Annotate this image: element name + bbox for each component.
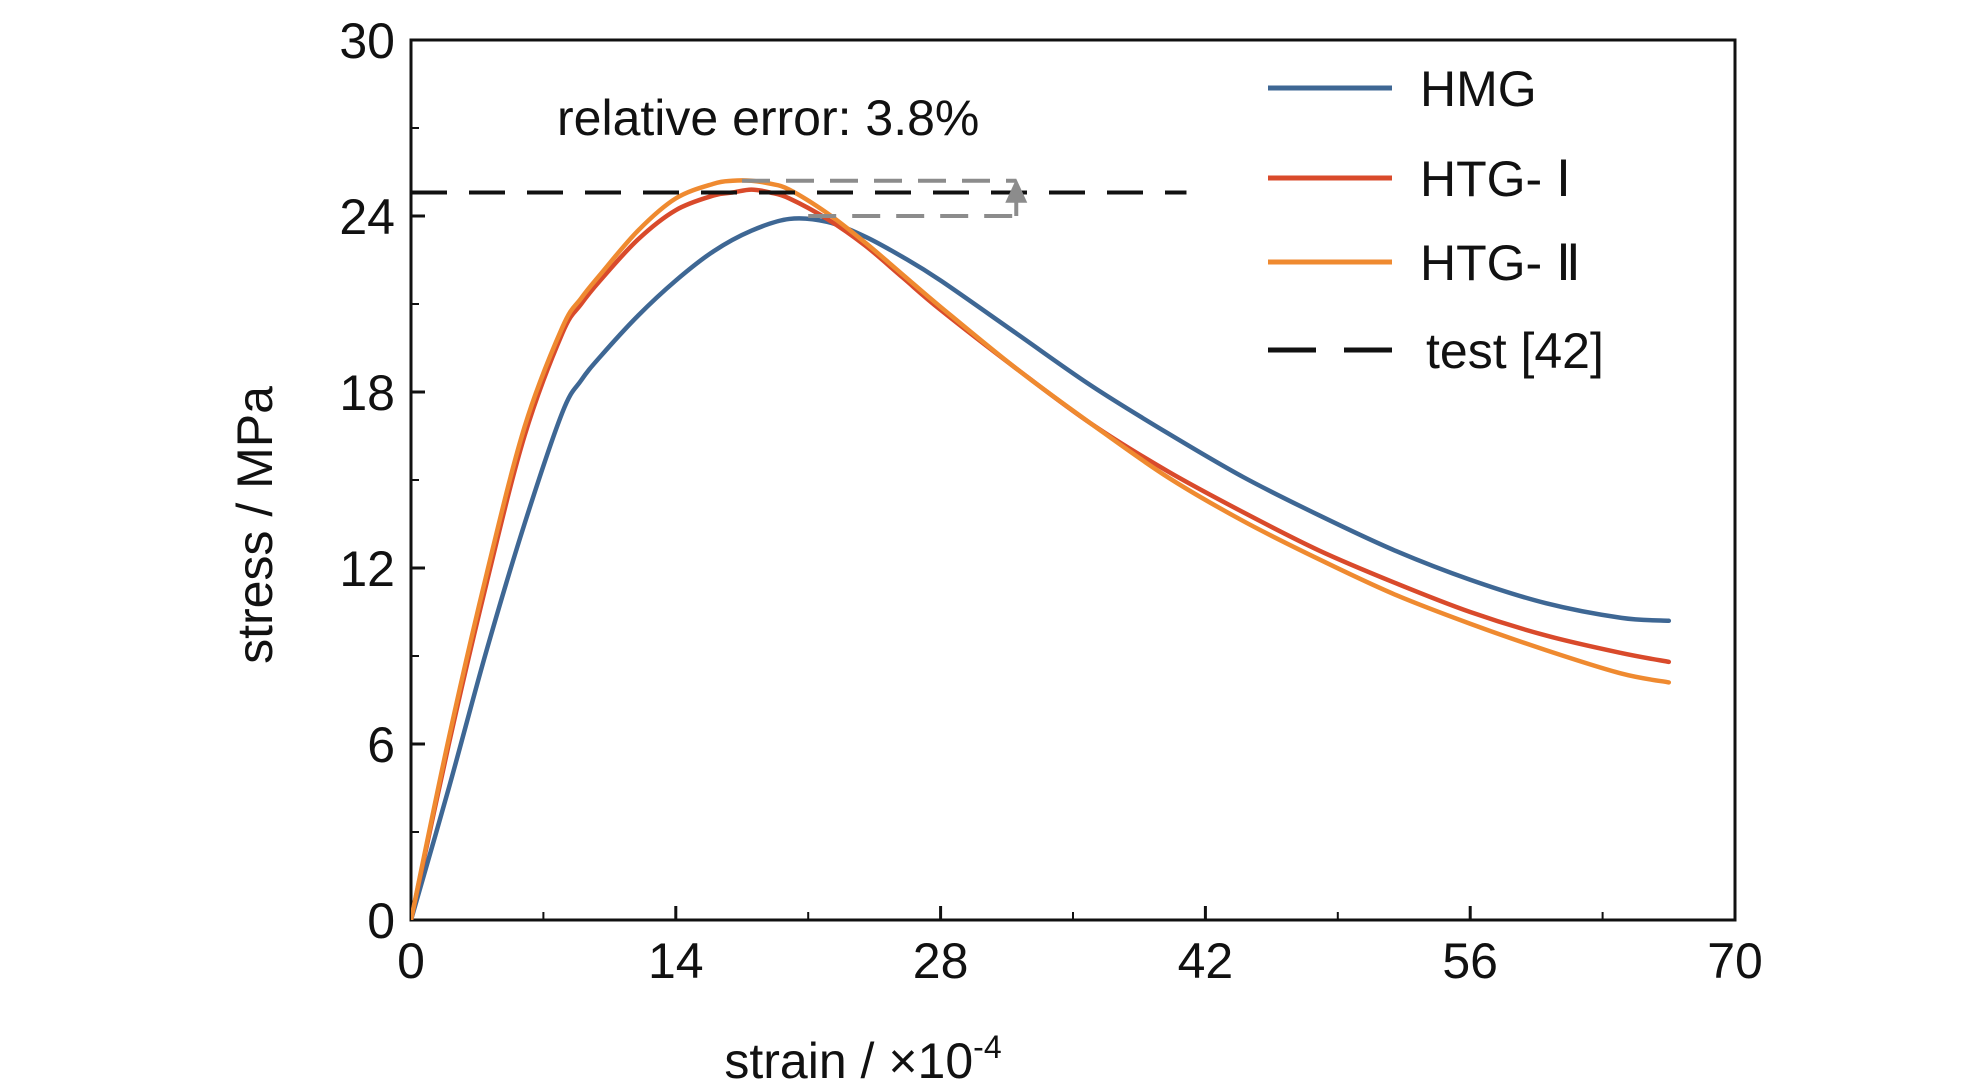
series-line-htg (411, 187, 1672, 920)
series-line-htg (411, 178, 1672, 920)
legend-label: HTG- Ⅰ (1420, 151, 1571, 207)
x-tick-label: 56 (1442, 933, 1498, 989)
x-tick-label: 70 (1707, 933, 1763, 989)
y-axis-title: stress / MPa (227, 386, 283, 664)
y-tick-label: 30 (339, 13, 395, 69)
legend-label: HMG (1420, 61, 1537, 117)
y-tick-label: 18 (339, 365, 395, 421)
x-tick-label: 0 (397, 933, 425, 989)
series-layer (411, 178, 1672, 920)
y-tick-label: 12 (339, 541, 395, 597)
y-tick-label: 6 (367, 717, 395, 773)
y-tick-label: 0 (367, 893, 395, 949)
relative-error-indicator (742, 178, 1028, 218)
error-arrow-head (1005, 178, 1028, 203)
x-tick-label: 28 (913, 933, 969, 989)
legend-label: test [42] (1426, 323, 1604, 379)
x-axis-ticks: 0 14 28 42 56 70 (397, 906, 1763, 989)
legend: HMG HTG- Ⅰ HTG- Ⅱ test [42] (1268, 61, 1604, 379)
x-axis-title-exponent: -4 (973, 1029, 1001, 1065)
y-tick-label: 24 (339, 189, 395, 245)
x-axis-title: strain / ×10-4 (724, 1029, 1001, 1087)
x-tick-label: 42 (1178, 933, 1234, 989)
x-tick-label: 14 (648, 933, 704, 989)
relative-error-annotation: relative error: 3.8% (557, 90, 979, 146)
legend-label: HTG- Ⅱ (1420, 235, 1581, 291)
